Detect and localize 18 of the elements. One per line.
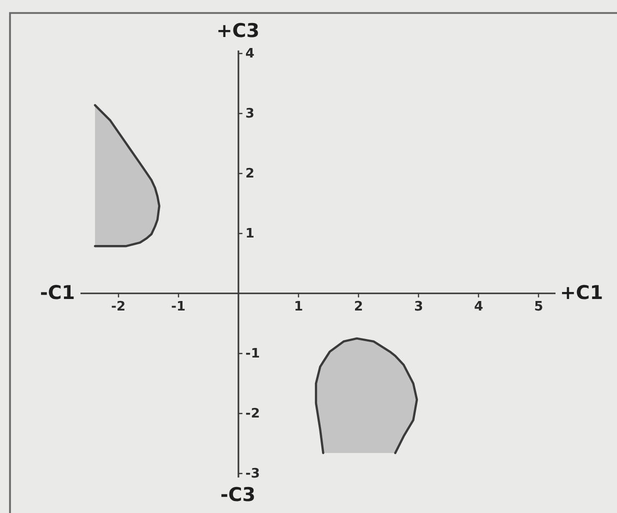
x-tick-label: 2 xyxy=(354,299,364,314)
x-tick-label: 3 xyxy=(414,299,424,314)
y-tick-label: -1 xyxy=(245,346,260,362)
x-tick-label: -1 xyxy=(171,299,186,314)
y-tick-label: 4 xyxy=(245,46,254,62)
x-tick-label: -2 xyxy=(111,299,126,314)
y-tick-label: 2 xyxy=(245,166,254,182)
y-axis-title: +C3 xyxy=(216,20,260,42)
y-tick-label: -3 xyxy=(245,466,260,482)
text: -C1 xyxy=(40,282,75,304)
y-tick-label: -2 xyxy=(245,406,260,422)
x-tick-label: 5 xyxy=(534,299,544,314)
x-tick-label: 4 xyxy=(474,299,484,314)
y-tick-label: 1 xyxy=(245,226,254,242)
x-tick-label: 1 xyxy=(294,299,304,314)
text: -C3 xyxy=(220,484,256,506)
x-axis-title: +C1 xyxy=(560,282,604,304)
y-tick-label: 3 xyxy=(245,106,254,122)
